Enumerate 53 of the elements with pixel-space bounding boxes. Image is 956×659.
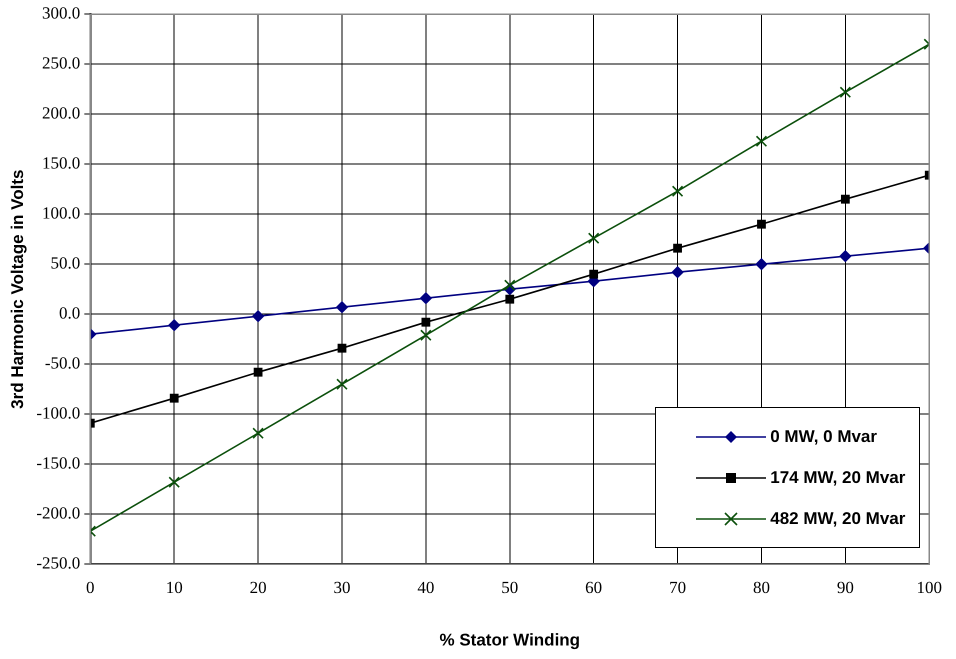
x-tick-label: 60 — [585, 578, 602, 597]
y-tick-label: -50.0 — [44, 354, 80, 373]
point — [589, 270, 598, 279]
point — [504, 279, 516, 291]
x-tick-label: 10 — [166, 578, 183, 597]
point — [252, 427, 264, 439]
point — [672, 266, 684, 278]
x-tick-label: 80 — [752, 578, 770, 597]
x-tick-label: 40 — [417, 578, 434, 597]
legend-label: 482 MW, 20 Mvar — [770, 508, 906, 529]
point — [168, 319, 180, 332]
point — [336, 378, 348, 390]
y-tick-label: -100.0 — [36, 404, 80, 423]
x-tick-label: 30 — [333, 578, 350, 597]
y-tick-label: 300.0 — [42, 4, 80, 23]
y-axis-title: 3rd Harmonic Voltage in Volts — [8, 170, 27, 409]
y-tick-label: 200.0 — [42, 104, 80, 123]
point — [840, 86, 852, 98]
point — [588, 232, 600, 244]
point — [252, 310, 264, 322]
point — [840, 194, 850, 204]
x-tick-label: 90 — [836, 578, 854, 597]
y-tick-label: -200.0 — [36, 504, 80, 523]
y-tick-label: 150.0 — [42, 154, 80, 173]
legend-label: 174 MW, 20 Mvar — [770, 468, 906, 488]
point — [336, 301, 348, 314]
point — [168, 476, 180, 488]
y-tick-label: 100.0 — [42, 204, 80, 223]
point — [756, 135, 768, 147]
point — [420, 292, 432, 304]
x-axis-title: % Stator Winding — [440, 630, 580, 650]
y-tick-label: -250.0 — [36, 554, 80, 573]
point — [338, 344, 346, 353]
point — [422, 318, 430, 327]
point — [757, 220, 766, 229]
point — [505, 294, 514, 304]
x-tick-label: 20 — [250, 578, 267, 597]
x-tick-label: 50 — [501, 578, 518, 597]
legend-label: 0 MW, 0 Mvar — [770, 426, 878, 447]
x-tick-label: 0 — [86, 578, 95, 597]
x-tick-label: 70 — [669, 578, 686, 597]
point — [755, 258, 768, 270]
x-tick-label: 100 — [916, 578, 942, 597]
y-tick-label: -150.0 — [36, 454, 80, 473]
point — [254, 368, 262, 377]
point — [170, 394, 179, 403]
y-tick-label: 0.0 — [59, 304, 80, 323]
y-tick-label: 50.0 — [50, 254, 80, 273]
point — [673, 244, 682, 253]
point — [420, 329, 432, 341]
point — [839, 250, 852, 262]
y-tick-label: 250.0 — [42, 54, 80, 73]
point — [672, 185, 684, 197]
